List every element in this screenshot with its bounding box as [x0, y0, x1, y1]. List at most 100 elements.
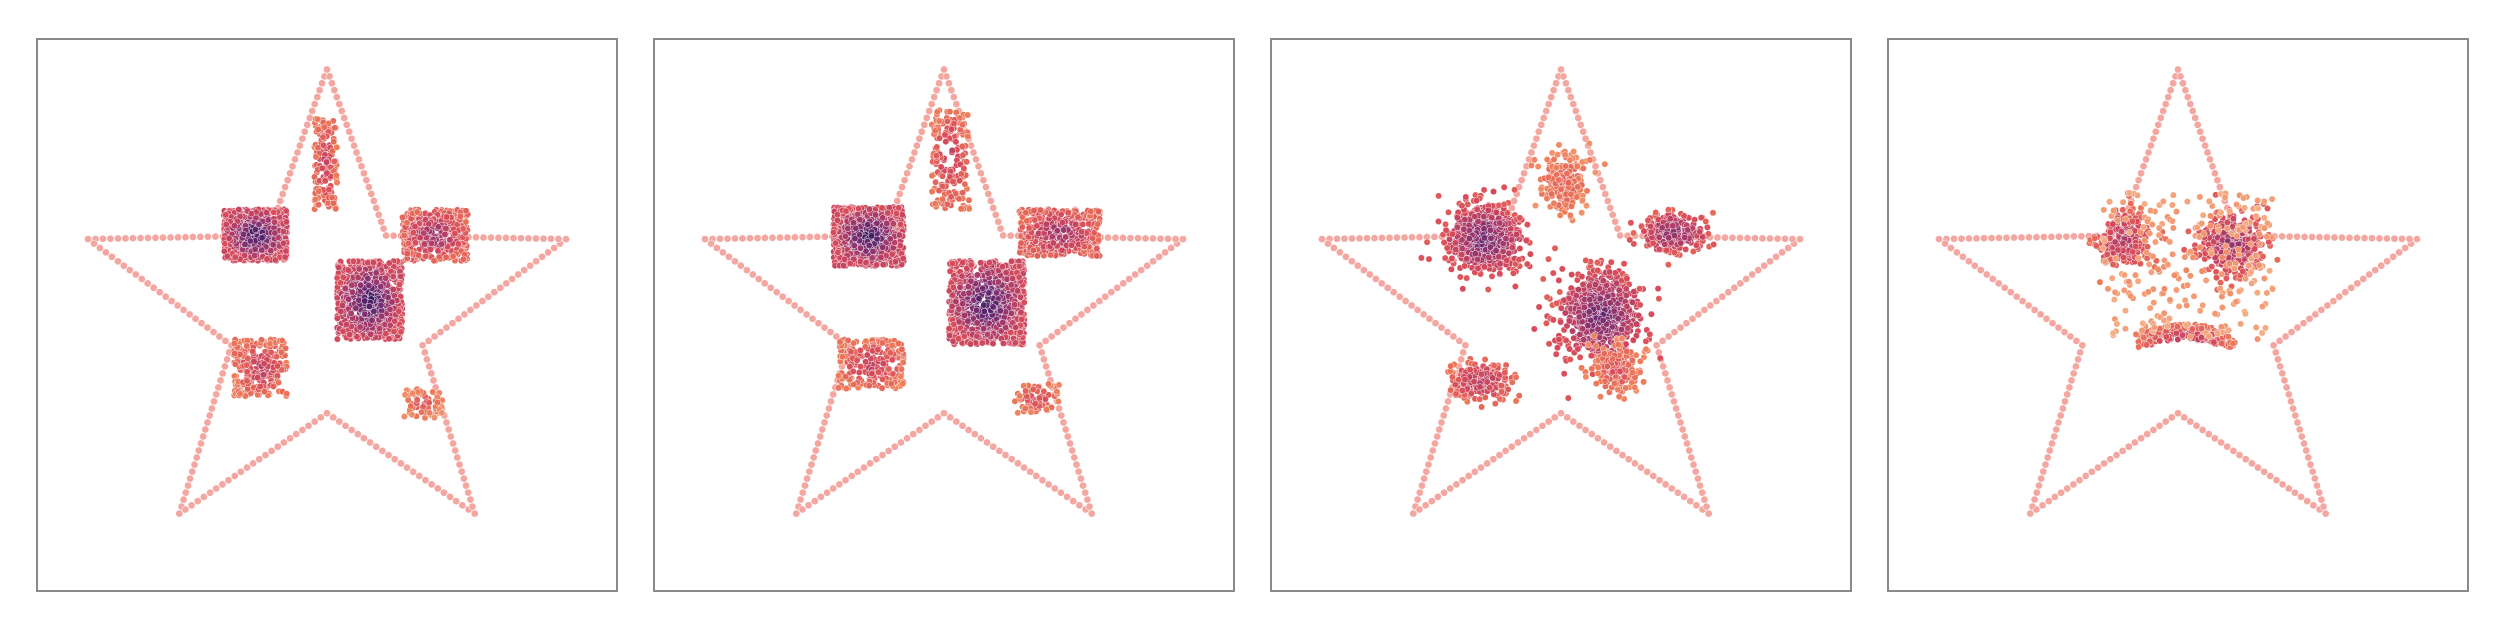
cluster-square-1	[830, 203, 908, 270]
boundary-point	[315, 86, 324, 95]
data-point	[878, 204, 886, 212]
data-point	[888, 250, 896, 258]
boundary-point	[390, 455, 399, 464]
boundary-point	[1095, 297, 1104, 305]
boundary-point	[166, 233, 175, 242]
boundary-point	[208, 404, 216, 413]
boundary-point	[550, 244, 558, 252]
cluster-square-1	[220, 205, 291, 265]
data-point	[959, 259, 967, 267]
cluster-square-3	[399, 206, 472, 265]
boundary-point	[538, 252, 546, 261]
boundary-point	[466, 495, 475, 504]
boundary-point	[167, 297, 176, 305]
boundary-point	[102, 248, 110, 257]
data-point	[258, 234, 266, 242]
data-point	[395, 307, 403, 315]
boundary-point	[90, 239, 98, 248]
boundary-point	[377, 217, 386, 226]
boundary-point	[429, 376, 438, 385]
boundary-point	[462, 481, 470, 490]
data-point	[857, 244, 865, 252]
boundary-point	[1014, 459, 1022, 468]
data-point	[864, 221, 872, 229]
boundary-point	[1053, 328, 1062, 336]
boundary-point	[947, 86, 956, 95]
data-point	[1015, 262, 1023, 270]
boundary-point	[1066, 439, 1074, 448]
data-point	[446, 236, 454, 244]
data-point	[332, 171, 340, 179]
boundary-point	[1161, 248, 1169, 257]
boundary-point	[303, 120, 312, 129]
boundary-point	[909, 430, 918, 438]
boundary-point	[539, 234, 548, 243]
boundary-point	[341, 421, 350, 430]
data-point	[1018, 315, 1026, 323]
boundary-point	[761, 234, 769, 242]
data-point	[421, 414, 429, 422]
data-point	[868, 254, 876, 262]
boundary-point	[347, 426, 356, 434]
data-point	[438, 409, 446, 417]
boundary-point	[532, 257, 540, 266]
data-point	[434, 247, 442, 255]
boundary-point	[332, 93, 341, 101]
boundary-point	[808, 314, 817, 323]
boundary-point	[460, 310, 469, 319]
data-point	[376, 325, 383, 333]
boundary-point	[458, 501, 467, 510]
boundary-point	[701, 235, 709, 243]
boundary-point	[1040, 355, 1048, 364]
boundary-point	[1068, 446, 1077, 455]
data-point	[879, 261, 887, 269]
boundary-point	[508, 275, 517, 283]
boundary-point	[1044, 480, 1053, 489]
data-point	[403, 250, 411, 258]
boundary-point	[1141, 234, 1150, 243]
data-point	[274, 362, 281, 370]
boundary-point	[143, 279, 152, 288]
boundary-point	[347, 134, 356, 143]
data-point	[223, 252, 231, 260]
data-point	[434, 223, 442, 231]
boundary-point	[952, 100, 961, 108]
data-point	[960, 332, 968, 340]
boundary-point	[335, 100, 344, 108]
boundary-point	[562, 235, 570, 243]
data-point	[263, 209, 271, 217]
data-point	[386, 305, 394, 313]
boundary-point	[933, 413, 942, 422]
boundary-point	[826, 328, 835, 336]
boundary-point	[328, 79, 336, 88]
boundary-point	[805, 467, 814, 476]
boundary-point	[151, 233, 160, 242]
data-point	[441, 230, 449, 238]
data-point	[462, 207, 470, 215]
boundary-point	[1079, 481, 1087, 490]
data-point	[330, 138, 338, 146]
data-point	[312, 153, 320, 161]
data-point	[320, 123, 328, 131]
boundary-point	[823, 488, 831, 497]
boundary-point	[1063, 493, 1071, 501]
boundary-point	[204, 232, 212, 241]
boundary-point	[820, 418, 829, 427]
data-point	[270, 208, 278, 216]
boundary-point	[357, 162, 366, 171]
boundary-point	[908, 155, 916, 164]
data-point	[434, 398, 441, 406]
boundary-point	[1075, 501, 1084, 510]
data-point	[429, 388, 437, 396]
boundary-point	[1155, 252, 1163, 261]
boundary-point	[318, 79, 326, 88]
data-point	[895, 204, 903, 212]
data-point	[311, 195, 319, 203]
data-point	[331, 124, 339, 132]
data-point	[271, 229, 279, 237]
boundary-point	[216, 376, 225, 385]
data-point	[355, 296, 363, 304]
boundary-point	[841, 476, 850, 485]
data-point	[964, 283, 972, 291]
boundary-point	[977, 434, 985, 443]
